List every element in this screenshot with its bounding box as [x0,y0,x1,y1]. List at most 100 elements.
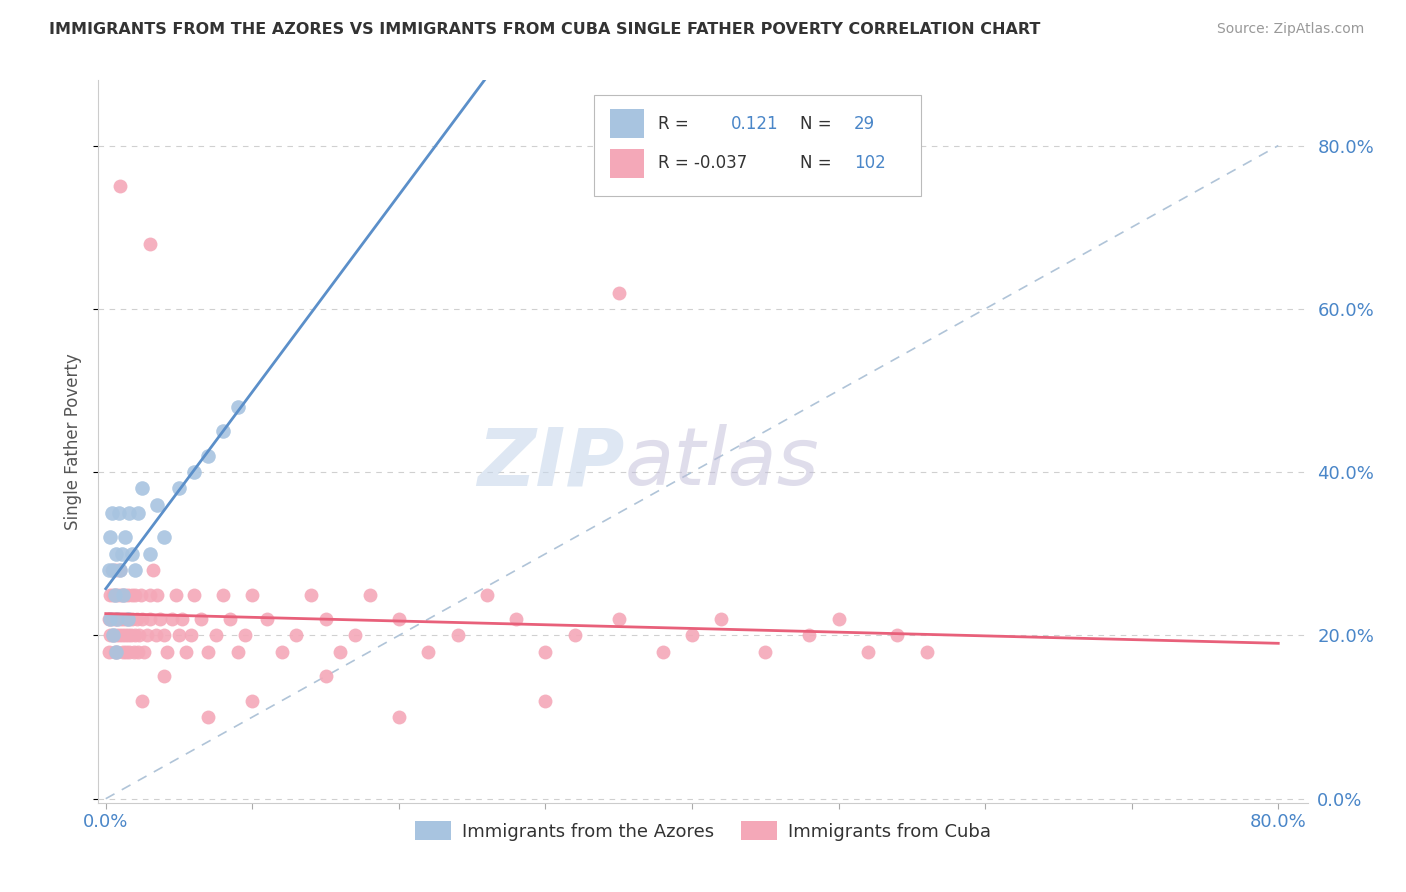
Point [167,628,190,642]
Point [388,710,411,724]
Point [100,563,122,577]
Text: atlas: atlas [624,425,820,502]
Point [183,588,205,602]
Point [190,612,212,626]
Point [197,449,219,463]
Point [117,612,139,626]
Point [98,628,121,642]
Point [285,628,308,642]
Point [607,612,630,626]
Point [827,612,849,626]
Point [131,482,153,496]
Point [153,531,176,545]
Point [167,482,190,496]
Point [799,628,821,642]
Point [111,588,134,602]
Point [212,588,235,602]
Point [856,645,879,659]
Point [98,612,121,626]
FancyBboxPatch shape [610,149,644,178]
Point [127,645,149,659]
Point [534,645,557,659]
Point [135,628,157,642]
Point [105,588,128,602]
Text: IMMIGRANTS FROM THE AZORES VS IMMIGRANTS FROM CUBA SINGLE FATHER POVERTY CORRELA: IMMIGRANTS FROM THE AZORES VS IMMIGRANTS… [49,22,1040,37]
Point [315,612,337,626]
Point [121,588,143,602]
Point [299,588,322,602]
Point [121,612,143,626]
Point [120,628,142,642]
Point [112,612,135,626]
Point [101,563,124,577]
Text: N =: N = [800,115,831,133]
Point [226,645,249,659]
Point [121,547,143,561]
Point [418,645,440,659]
Point [343,628,366,642]
Point [114,628,136,642]
Point [197,645,219,659]
Point [138,588,160,602]
Point [124,628,146,642]
Point [240,588,263,602]
Point [97,612,120,626]
Point [681,628,703,642]
Point [138,547,160,561]
Text: N =: N = [800,154,831,172]
Point [117,628,139,642]
Point [132,645,155,659]
Point [100,506,122,520]
Point [103,588,125,602]
Point [124,563,146,577]
Point [107,612,129,626]
Point [108,628,131,642]
Point [105,547,128,561]
Point [105,563,128,577]
Point [114,531,136,545]
Point [107,612,129,626]
Point [145,628,167,642]
Point [204,628,226,642]
Point [103,612,125,626]
Point [212,425,235,439]
Point [142,563,165,577]
Point [156,645,179,659]
Point [108,506,131,520]
Point [101,588,124,602]
Point [240,694,263,708]
FancyBboxPatch shape [595,95,921,196]
Point [111,628,134,642]
Point [115,645,138,659]
Point [118,506,141,520]
Point [146,498,169,512]
Point [117,588,139,602]
Point [112,645,135,659]
Point [359,588,381,602]
Point [105,645,128,659]
Point [754,645,776,659]
Point [110,563,132,577]
FancyBboxPatch shape [610,109,644,138]
Point [107,645,129,659]
Point [534,694,557,708]
Point [110,563,132,577]
Point [98,588,121,602]
Point [256,612,278,626]
Point [180,628,202,642]
Point [101,628,124,642]
Point [219,612,242,626]
Text: R =: R = [658,115,689,133]
Point [138,236,160,251]
Point [118,645,141,659]
Point [110,612,132,626]
Point [101,628,124,642]
Point [118,612,141,626]
Point [710,612,733,626]
Point [146,588,169,602]
Point [110,179,132,194]
Point [197,710,219,724]
Point [131,612,153,626]
Point [103,645,125,659]
Point [315,669,337,683]
